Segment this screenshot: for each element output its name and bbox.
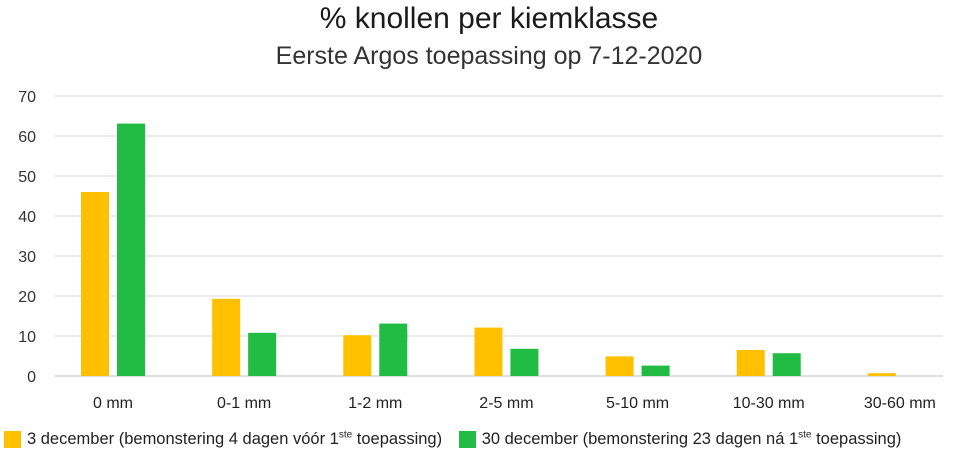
y-tick-label-10: 10	[18, 329, 36, 346]
legend-swatch-series-1	[4, 431, 21, 448]
bar-series-2-5-10-mm	[641, 365, 670, 376]
bar-series-2-0-1-mm	[248, 332, 277, 376]
bar-series-2-10-30-mm	[772, 353, 801, 376]
y-tick-label-40: 40	[18, 209, 36, 226]
x-tick-label-30-60-mm: 30-60 mm	[864, 395, 936, 412]
bar-series-1-1-2-mm	[343, 335, 372, 376]
y-tick-label-30: 30	[18, 249, 36, 266]
legend-swatch-series-2	[458, 431, 476, 448]
x-tick-label-5-10-mm: 5-10 mm	[606, 395, 669, 412]
legend-label-series-1: 3 december (bemonstering 4 dagen vóór 1s…	[27, 429, 443, 448]
y-tick-label-60: 60	[18, 129, 36, 146]
y-tick-label-70: 70	[18, 89, 36, 106]
x-tick-label-0-mm: 0 mm	[93, 395, 133, 412]
legend-item-series-2: 30 december (bemonstering 23 dagen ná 1s…	[458, 429, 902, 449]
bar-series-2-0-mm	[117, 123, 145, 376]
chart-subtitle: Eerste Argos toepassing op 7-12-2020	[275, 42, 703, 70]
x-tick-label-0-1-mm: 0-1 mm	[217, 395, 271, 412]
chart-title: % knollen per kiemklasse	[319, 2, 659, 35]
bar-series-1-0-1-mm	[212, 298, 241, 376]
x-tick-label-10-30-mm: 10-30 mm	[733, 395, 805, 412]
legend: 3 december (bemonstering 4 dagen vóór 1s…	[4, 430, 913, 453]
x-tick-label-2-5-mm: 2-5 mm	[479, 395, 533, 412]
y-tick-label-0: 0	[27, 369, 36, 386]
bar-series-2-1-2-mm	[379, 323, 408, 376]
bar-chart: 0 10 20 30 40 50 60 70 0 mm 0-1 mm 1-2 mm 2-5 mm 5-1…	[18, 89, 943, 412]
bar-series-1-0-mm	[81, 192, 109, 376]
bar-series-1-2-5-mm	[474, 327, 503, 376]
bar-series-1-5-10-mm	[605, 356, 634, 376]
y-tick-label-20: 20	[18, 289, 36, 306]
bar-series-1-30-60-mm	[867, 373, 896, 376]
y-tick-label-50: 50	[18, 169, 36, 186]
bar-series-1-10-30-mm	[736, 350, 765, 376]
x-tick-label-1-2-mm: 1-2 mm	[348, 395, 402, 412]
legend-label-series-2: 30 december (bemonstering 23 dagen ná 1s…	[481, 429, 902, 448]
bar-series-2-2-5-mm	[510, 348, 539, 376]
legend-item-series-1: 3 december (bemonstering 4 dagen vóór 1s…	[4, 430, 442, 449]
